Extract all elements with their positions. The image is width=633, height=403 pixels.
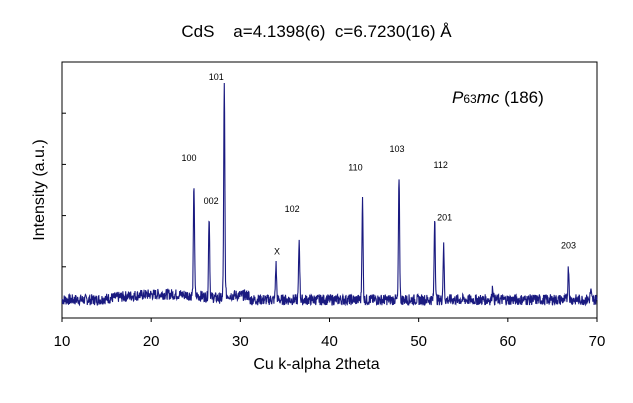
peak-label: 110	[348, 162, 362, 172]
peak-label: 002	[204, 196, 219, 206]
x-tick-label: 60	[499, 333, 516, 350]
y-axis-label: Intensity (a.u.)	[31, 139, 48, 241]
x-tick-label: 30	[232, 333, 249, 350]
x-tick-label: 70	[589, 333, 606, 350]
peak-label: 201	[437, 213, 452, 223]
x-axis-label: Cu k-alpha 2theta	[253, 356, 380, 373]
chart-title: CdS a=4.1398(6) c=6.7230(16) Å	[181, 22, 452, 41]
x-tick-label: 10	[54, 333, 71, 350]
diffraction-pattern-line	[61, 82, 598, 307]
peak-label: 203	[561, 241, 576, 251]
x-tick-label: 40	[321, 333, 338, 350]
peak-label: 102	[285, 204, 300, 214]
space-group-label: P63mc (186)	[452, 88, 544, 107]
peak-label: 100	[181, 153, 196, 163]
peak-label: 101	[209, 72, 224, 82]
peak-label: 112	[434, 160, 448, 170]
peak-labels: 100 002 101 X 102 110 103 112 201 203	[181, 72, 576, 256]
peak-label: X	[274, 246, 280, 256]
x-tick-label: 20	[143, 333, 160, 350]
x-tick-label: 50	[410, 333, 427, 350]
x-axis-ticks: 10 20 30 40 50 60 70	[54, 318, 606, 350]
y-axis-ticks	[62, 61, 66, 268]
peak-label: 103	[390, 144, 405, 154]
